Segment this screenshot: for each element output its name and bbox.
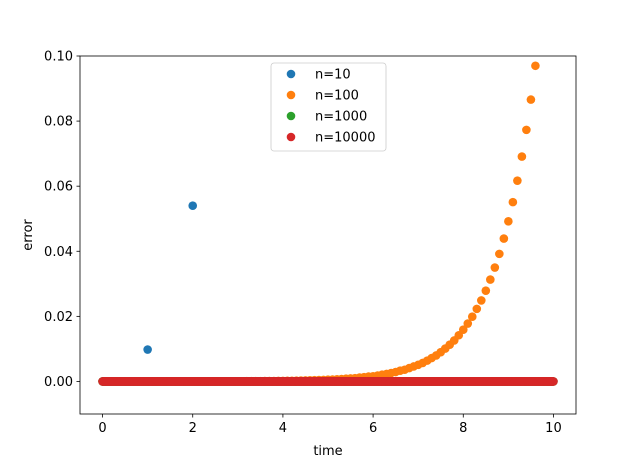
series-n-10000 xyxy=(98,377,558,386)
data-point xyxy=(458,325,468,335)
x-tick-label: 10 xyxy=(545,421,562,436)
data-point xyxy=(188,201,198,211)
legend-label: n=1000 xyxy=(315,110,367,125)
legend: n=10 n=100 n=1000 n=10000 xyxy=(270,62,387,152)
y-tick-label: 0.02 xyxy=(44,310,73,325)
y-tick-label: 0.00 xyxy=(44,375,73,390)
data-point xyxy=(526,95,536,104)
legend-marker xyxy=(286,90,296,100)
y-tick-label: 0.10 xyxy=(44,50,73,65)
x-axis-label: time xyxy=(313,444,342,459)
data-point xyxy=(463,319,473,328)
data-point xyxy=(513,176,522,185)
data-point xyxy=(499,234,509,243)
data-point xyxy=(531,61,540,71)
data-point xyxy=(490,263,500,272)
y-axis-label: error xyxy=(21,219,36,251)
legend-marker xyxy=(286,132,296,142)
data-point xyxy=(517,152,527,161)
data-point xyxy=(467,312,477,321)
data-point xyxy=(508,197,518,207)
data-point xyxy=(481,286,491,295)
series-n-10 xyxy=(98,201,198,386)
x-tick-label: 0 xyxy=(98,421,106,436)
data-point xyxy=(549,377,558,386)
x-tick-label: 2 xyxy=(189,421,197,436)
legend-label: n=10 xyxy=(315,68,351,83)
data-point xyxy=(143,345,152,354)
axes-frame xyxy=(79,55,577,415)
x-tick-label: 8 xyxy=(459,421,467,436)
data-point xyxy=(477,296,486,305)
legend-label: n=100 xyxy=(315,89,359,104)
data-point xyxy=(522,125,531,135)
data-point xyxy=(486,275,495,284)
x-tick-label: 6 xyxy=(369,421,377,436)
y-axis: 0.00 0.02 0.04 0.06 0.08 0.10 xyxy=(44,50,80,390)
legend-marker xyxy=(286,111,296,121)
legend-box xyxy=(270,62,387,152)
x-axis: 0 2 4 6 8 10 xyxy=(98,414,562,436)
y-tick-label: 0.04 xyxy=(44,245,73,260)
y-tick-label: 0.06 xyxy=(44,180,73,195)
data-point xyxy=(472,304,482,314)
x-tick-label: 4 xyxy=(279,421,287,436)
legend-label: n=10000 xyxy=(315,131,376,146)
legend-marker xyxy=(286,69,296,79)
data-point xyxy=(504,217,513,226)
y-tick-label: 0.08 xyxy=(44,115,73,130)
data-marks xyxy=(98,61,558,386)
data-point xyxy=(495,249,504,259)
